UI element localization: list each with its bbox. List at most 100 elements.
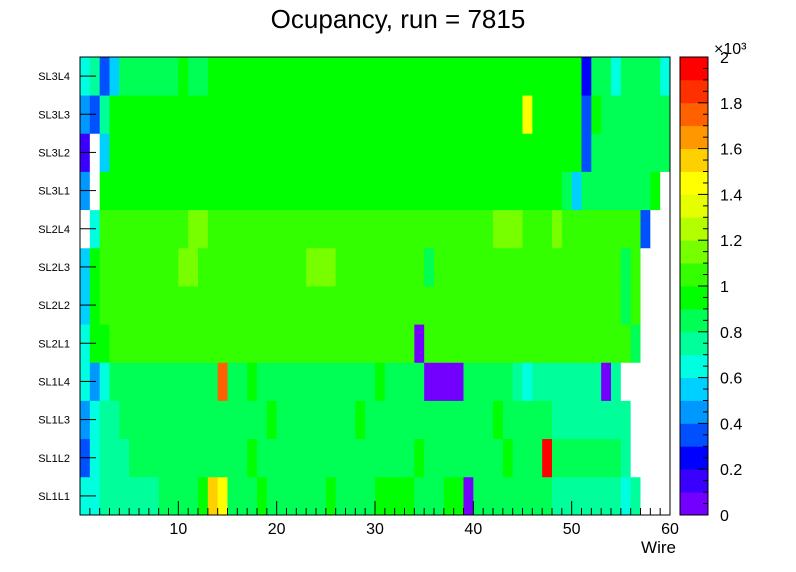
heatmap-cell [237,286,248,325]
heatmap-cell [227,324,238,363]
chart-title: Ocupancy, run = 7815 [271,4,526,34]
heatmap-cell [237,362,248,401]
heatmap-cell [129,133,140,172]
heatmap-cell [591,286,602,325]
heatmap-cell [129,57,140,96]
heatmap-cell [512,133,523,172]
heatmap-cell [384,286,396,325]
z-tick-label: 1.2 [720,233,742,250]
heatmap-cell [581,247,592,287]
heatmap-cell [247,476,258,516]
heatmap-cell [493,209,504,249]
heatmap-cell [404,362,415,401]
heatmap-cell [640,324,651,363]
heatmap-cell [473,438,484,478]
heatmap-cell [601,57,612,96]
heatmap-cell [424,476,435,516]
heatmap-cell [217,95,228,134]
heatmap-cell [581,209,592,249]
heatmap-cell [483,400,494,440]
heatmap-cell [601,95,612,134]
heatmap-cell [463,362,474,401]
heatmap-cell [325,133,337,172]
y-tick-label: SL3L1 [38,186,70,198]
heatmap-cell [620,247,632,287]
heatmap-cell [227,247,238,287]
heatmap-cell [512,286,523,325]
heatmap-cell [532,57,543,96]
heatmap-cell [650,247,661,287]
heatmap-cell [247,400,258,440]
heatmap-cell [630,209,641,249]
heatmap-cell [463,438,474,478]
heatmap-cell [552,133,563,172]
heatmap-cell [345,438,356,478]
heatmap-cell [601,324,612,363]
z-tick-label: 0 [720,508,729,525]
palette-swatch [680,492,708,516]
heatmap-cell [640,400,651,440]
heatmap-cell [335,286,346,325]
heatmap-cell [552,476,563,516]
heatmap-cell [237,476,248,516]
heatmap-cell [99,324,110,363]
heatmap-cell [325,57,337,96]
heatmap-cell [316,133,327,172]
heatmap-cell [286,438,297,478]
heatmap-cell [483,286,494,325]
heatmap-cell [375,362,386,401]
heatmap-cell [660,362,671,401]
heatmap-cell [286,95,297,134]
heatmap-cell [306,438,317,478]
heatmap-cell [227,133,238,172]
heatmap-cell [148,324,160,363]
heatmap-cell [296,362,307,401]
heatmap-cell [630,362,641,401]
heatmap-cell [99,95,110,134]
heatmap-cell [424,57,435,96]
heatmap-cell [434,57,445,96]
heatmap-cell [512,171,523,211]
heatmap-cell [198,171,209,211]
heatmap-cell [178,476,189,516]
z-tick-label: 1 [720,279,729,296]
heatmap-cell [443,362,455,401]
heatmap-cell [247,57,258,96]
heatmap-cell [502,324,514,363]
heatmap-cell [99,209,110,249]
heatmap-cell [375,95,386,134]
heatmap-cell [109,286,120,325]
heatmap-cell [325,362,337,401]
heatmap-cell [620,57,632,96]
heatmap-cell [660,476,671,516]
heatmap-cell [571,324,582,363]
heatmap-cell [532,95,543,134]
heatmap-cell [109,171,120,211]
palette-swatch [680,79,708,104]
heatmap-cell [139,438,150,478]
heatmap-cell [463,133,474,172]
heatmap-cell [532,247,543,287]
heatmap-cell [384,400,396,440]
heatmap-cell [207,171,219,211]
heatmap-cell [325,324,337,363]
heatmap-cell [424,324,435,363]
heatmap-cell [237,400,248,440]
heatmap-cell [276,133,287,172]
heatmap-cell [247,95,258,134]
heatmap-cell [394,286,405,325]
heatmap-cell [552,171,563,211]
heatmap-cell [375,400,386,440]
palette-swatch [680,354,708,378]
heatmap-cell [414,247,425,287]
heatmap-cell [443,57,455,96]
heatmap-cell [129,362,140,401]
heatmap-cell [286,171,297,211]
heatmap-cell [424,247,435,287]
heatmap-cell [463,95,474,134]
heatmap-cell [571,286,582,325]
heatmap-cell [119,438,130,478]
heatmap-cell [247,209,258,249]
heatmap-cell [257,247,268,287]
heatmap-cell [99,286,110,325]
